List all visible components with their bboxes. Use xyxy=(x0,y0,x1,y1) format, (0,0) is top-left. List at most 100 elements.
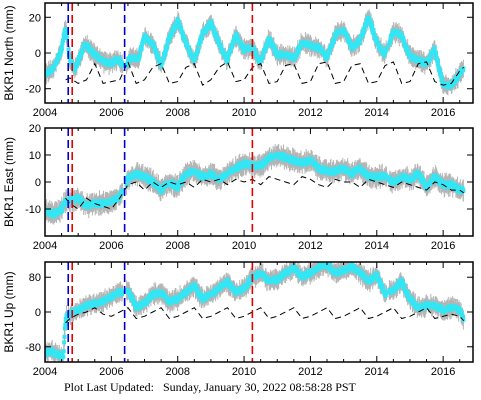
y-tick-label: 20 xyxy=(29,12,41,24)
observed-point xyxy=(80,48,85,53)
observed-point xyxy=(342,27,346,32)
observed-point xyxy=(225,60,230,65)
observed-point xyxy=(165,44,170,48)
observed-point xyxy=(127,59,132,64)
observed-point xyxy=(81,198,86,203)
observed-point xyxy=(119,191,124,196)
y-tick-label: 20 xyxy=(29,123,41,135)
observed-point xyxy=(347,38,352,43)
observed-point xyxy=(176,187,180,192)
panel-north: 2004 2006 2008 2010 2012 2014 2016 -20 0 20 BKR1 N… xyxy=(2,2,474,119)
observed-point xyxy=(438,177,443,182)
observed-point xyxy=(433,52,438,57)
observed-point xyxy=(120,60,125,65)
observed-point xyxy=(113,199,118,204)
x-tick-label: 2016 xyxy=(431,240,455,252)
observed-point xyxy=(144,34,149,39)
observed-point xyxy=(116,197,121,202)
observed-point xyxy=(461,188,466,193)
observed-point xyxy=(456,75,461,80)
observed-point xyxy=(159,64,164,69)
observed-point xyxy=(389,36,394,41)
observed-point xyxy=(372,172,377,177)
model-line-north xyxy=(65,60,465,86)
observed-point xyxy=(72,69,77,73)
observed-point xyxy=(196,47,201,52)
observed-point xyxy=(435,176,440,181)
observed-point xyxy=(197,43,202,48)
observed-point xyxy=(163,51,168,56)
x-tick-label: 2016 xyxy=(431,107,455,119)
observed-point xyxy=(124,182,129,187)
observed-point xyxy=(265,42,270,47)
observed-point xyxy=(78,196,83,201)
observed-point xyxy=(219,43,223,48)
observed-point xyxy=(428,56,433,61)
observed-point xyxy=(408,52,413,57)
observed-point xyxy=(273,46,278,51)
observed-point xyxy=(212,172,217,177)
observed-point xyxy=(209,19,214,24)
observed-point xyxy=(91,49,96,53)
observed-point xyxy=(154,49,159,54)
observed-point xyxy=(402,173,407,178)
observed-point xyxy=(102,203,107,208)
observed-point xyxy=(384,46,389,51)
y-tick-label: -10 xyxy=(25,204,41,216)
observed-point xyxy=(333,34,338,39)
observed-point xyxy=(156,183,161,187)
observed-point xyxy=(382,53,387,58)
observed-point xyxy=(59,49,64,54)
observed-point xyxy=(151,178,156,182)
observed-point xyxy=(87,205,92,210)
observed-point xyxy=(62,34,67,39)
observed-point xyxy=(185,43,190,48)
observed-point xyxy=(458,72,463,77)
plot-area-north xyxy=(45,9,466,96)
observed-point xyxy=(390,181,395,186)
observed-point xyxy=(160,189,165,193)
y-axis-label-east: BKR1 East (mm) xyxy=(2,137,16,227)
observed-point xyxy=(211,25,216,30)
observed-point xyxy=(371,28,376,32)
x-tick-label: 2014 xyxy=(365,107,389,119)
observed-point xyxy=(161,56,166,61)
observed-point xyxy=(60,41,65,46)
error-bars-east xyxy=(45,144,464,225)
observed-point xyxy=(150,40,155,45)
observed-point xyxy=(213,31,218,36)
observed-point xyxy=(405,46,410,51)
y-axis-label-north: BKR1 North (mm) xyxy=(2,5,16,100)
observed-point xyxy=(186,45,191,50)
observed-point xyxy=(54,59,59,64)
x-tick-label: 2012 xyxy=(298,240,322,252)
observed-point xyxy=(401,35,406,40)
observed-point xyxy=(269,38,274,43)
observed-point xyxy=(369,21,374,26)
observed-point xyxy=(226,56,231,61)
observed-point xyxy=(461,68,465,73)
model-line-east xyxy=(65,176,464,210)
observed-point xyxy=(137,175,142,180)
observed-point xyxy=(183,37,188,42)
observed-point xyxy=(156,53,161,58)
observed-point xyxy=(420,175,424,180)
observed-point xyxy=(404,44,409,49)
plot-area-east xyxy=(45,144,466,225)
y-tick-label: 0 xyxy=(35,177,41,189)
x-tick-label: 2004 xyxy=(33,107,57,119)
observed-point xyxy=(343,165,348,170)
observed-point xyxy=(177,21,182,26)
observed-point xyxy=(64,32,69,37)
observed-point xyxy=(362,28,367,33)
observed-point xyxy=(111,62,116,67)
observed-point xyxy=(137,53,142,58)
observed-point xyxy=(139,46,144,51)
observed-point xyxy=(64,36,69,40)
observed-point xyxy=(435,61,440,66)
observed-point xyxy=(221,48,225,53)
observed-point xyxy=(401,38,406,43)
observed-point xyxy=(199,36,204,40)
observed-point xyxy=(369,172,374,177)
